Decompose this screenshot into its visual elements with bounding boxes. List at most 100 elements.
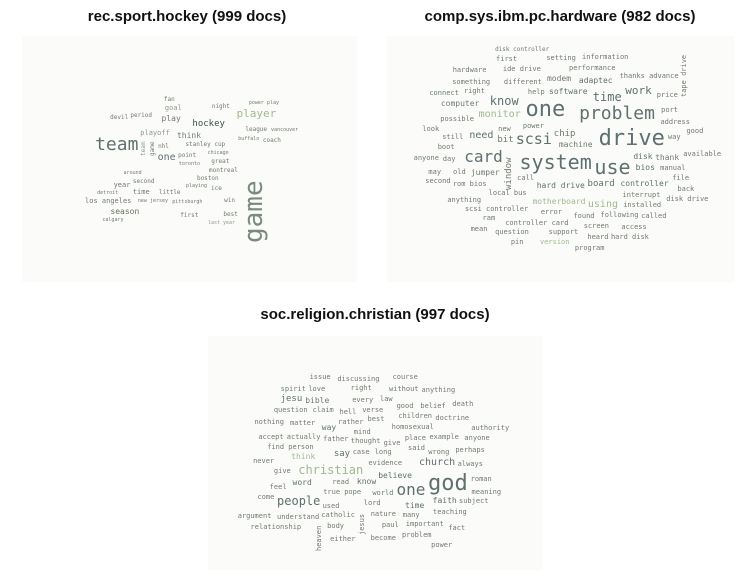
cloud-word: nhl: [158, 143, 169, 151]
wordcloud-hockey: game team player one hockey season play think ye…: [22, 36, 357, 282]
cloud-word: either: [330, 534, 356, 543]
cloud-word: authority: [471, 423, 510, 432]
cloud-word: become: [370, 533, 396, 542]
cloud-word: monitor: [478, 109, 521, 121]
cloud-word: best: [223, 211, 238, 219]
cloud-word: playoff: [140, 128, 170, 137]
cloud-word: love: [308, 385, 326, 394]
cloud-word: way: [667, 133, 681, 142]
cloud-word: many: [402, 510, 420, 519]
cloud-word: scsi: [515, 130, 552, 149]
cloud-word: address: [660, 117, 690, 126]
cloud-word: jesus: [357, 514, 366, 536]
cloud-word: chip: [553, 128, 576, 139]
cloud-word: understand: [277, 513, 320, 522]
cloud-word: version: [539, 237, 570, 246]
cloud-word: heard: [587, 233, 609, 242]
cloud-word: disk controller: [495, 45, 550, 53]
cloud-word: long: [374, 448, 392, 457]
cloud-word: play: [161, 113, 181, 123]
cloud-word: fan: [163, 95, 175, 103]
cloud-word: use: [594, 155, 631, 180]
cloud-word: bit: [497, 135, 514, 146]
cloud-word: buffalo: [238, 136, 260, 142]
cloud-word: montreal: [208, 166, 238, 174]
cloud-word: best: [367, 414, 385, 423]
cloud-word: point: [178, 151, 197, 159]
cloud-word: argument: [237, 511, 272, 520]
cloud-word: good: [396, 401, 414, 410]
cloud-word: file: [672, 173, 690, 182]
cloud-word: bios: [635, 162, 655, 172]
cloud-word: jumper: [470, 168, 500, 178]
cloud-word: team: [95, 133, 139, 155]
cloud-word: actually: [286, 432, 321, 441]
cloud-word: nothing: [254, 417, 284, 426]
cloud-word: god: [427, 471, 468, 496]
cloud-word: league: [245, 126, 268, 134]
cloud-word: back: [677, 184, 695, 193]
cloud-word: jesu: [280, 394, 303, 405]
cloud-word: may: [428, 167, 442, 176]
cloud-word: word: [292, 478, 312, 487]
cloud-word: mean: [470, 225, 488, 233]
cloud-word: question: [273, 406, 308, 415]
cloud-word: call: [517, 174, 535, 183]
cloud-word: new jersey: [137, 197, 168, 204]
cloud-word: port: [661, 106, 679, 115]
cloud-word: goal: [164, 104, 182, 113]
cloud-word: boot: [437, 143, 455, 152]
cloud-word: using: [587, 198, 618, 210]
cloud-word: card: [464, 147, 503, 167]
cloud-word: period: [130, 112, 153, 120]
cloud-word: important: [405, 520, 444, 529]
cloud-word: feel: [269, 483, 287, 492]
cloud-word: access: [621, 223, 647, 232]
cloud-word: doctrine: [435, 414, 470, 423]
cloud-word: error: [540, 207, 562, 216]
cloud-word: lord: [363, 499, 381, 508]
cloud-word: christian: [298, 462, 364, 477]
cloud-word: program: [574, 243, 605, 252]
cloud-word: time: [405, 500, 425, 510]
cloud-word: read: [332, 477, 350, 486]
cloud-word: computer: [440, 98, 480, 108]
cloud-word: fact: [448, 524, 466, 533]
wordcloud-religion: god one people christian church jesu say faith b…: [208, 336, 542, 570]
cloud-word: meaning: [471, 487, 502, 496]
cloud-word: law: [379, 395, 393, 404]
cloud-word: know: [489, 94, 519, 109]
cloud-word: right: [463, 87, 485, 96]
cloud-word: around: [123, 170, 142, 177]
cloud-word: used: [322, 501, 340, 510]
cloud-word: nature: [370, 509, 396, 518]
cloud-word: manual: [660, 163, 686, 172]
cloud-word: death: [452, 400, 474, 409]
cloud-word: always: [457, 459, 483, 468]
cloud-word: los angeles: [85, 197, 132, 206]
cloud-word: thanks advance: [619, 71, 679, 80]
cloud-word: different: [503, 78, 542, 87]
cloud-word: rather: [338, 417, 364, 426]
cloud-word: following: [600, 210, 639, 219]
cloud-word: vancouver: [271, 126, 299, 133]
cloud-word: father: [323, 435, 349, 444]
cloud-word: toronto: [178, 160, 200, 167]
wordcloud-pc-hardware: drive one system use problem card scsi know time…: [387, 36, 734, 282]
cloud-word: chicago: [207, 149, 229, 156]
cloud-word: belief: [420, 402, 446, 411]
cloud-word: price: [656, 91, 678, 100]
cloud-word: rom bios: [452, 179, 487, 188]
cloud-word: course: [392, 372, 418, 381]
cloud-word: hockey: [192, 119, 225, 130]
cloud-word: said: [408, 443, 425, 452]
cloud-word: anyone: [413, 153, 439, 162]
cloud-word: relationship: [250, 523, 302, 532]
cloud-word: never: [253, 456, 275, 465]
cloud-word: come: [257, 493, 275, 502]
cloud-word: help: [527, 88, 545, 97]
cloud-word: year: [113, 180, 131, 189]
cloud-word: case: [352, 447, 370, 456]
cloud-word: season: [110, 206, 140, 216]
cloud-word: hell: [339, 408, 357, 417]
